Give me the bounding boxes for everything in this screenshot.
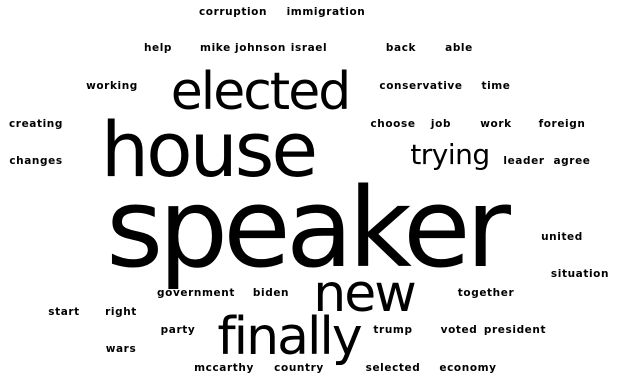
word-selected: selected [365,361,421,374]
word-voted: voted [440,323,478,336]
word-country: country [274,361,324,374]
word-mccarthy: mccarthy [194,361,254,374]
word-wars: wars [105,342,137,355]
word-economy: economy [439,361,497,374]
word-finally: finally [217,307,362,367]
word-israel: israel [290,41,328,54]
word-united: united [541,230,583,243]
word-creating: creating [8,117,64,130]
word-party: party [160,323,196,336]
word-working: working [86,79,138,92]
word-corruption: corruption [198,5,268,18]
word-start: start [48,305,80,318]
word-back: back [385,41,417,54]
word-leader: leader [503,154,545,167]
word-mike-johnson: mike johnson [200,41,286,54]
word-job: job [430,117,452,130]
word-speaker: speaker [106,164,511,292]
word-agree: agree [553,154,591,167]
word-immigration: immigration [286,5,366,18]
word-president: president [483,323,547,336]
word-government: government [157,286,235,299]
word-foreign: foreign [538,117,586,130]
word-help: help [143,41,173,54]
word-time: time [481,79,511,92]
word-together: together [457,286,515,299]
word-elected: elected [170,62,351,122]
word-work: work [480,117,512,130]
word-conservative: conservative [379,79,463,92]
word-choose: choose [370,117,416,130]
word-trying: trying [410,138,490,171]
word-house: house [100,105,318,194]
word-biden: biden [252,286,290,299]
word-able: able [445,41,473,54]
word-right: right [105,305,137,318]
word-new: new [313,264,416,324]
word-changes: changes [9,154,63,167]
word-trump: trump [373,323,413,336]
word-situation: situation [550,267,610,280]
